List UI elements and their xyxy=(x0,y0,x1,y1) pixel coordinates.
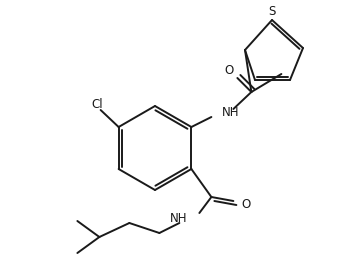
Text: O: O xyxy=(225,63,234,76)
Text: S: S xyxy=(268,5,276,18)
Text: NH: NH xyxy=(170,213,187,225)
Text: NH: NH xyxy=(223,105,240,118)
Text: Cl: Cl xyxy=(92,97,103,110)
Text: O: O xyxy=(241,198,250,211)
